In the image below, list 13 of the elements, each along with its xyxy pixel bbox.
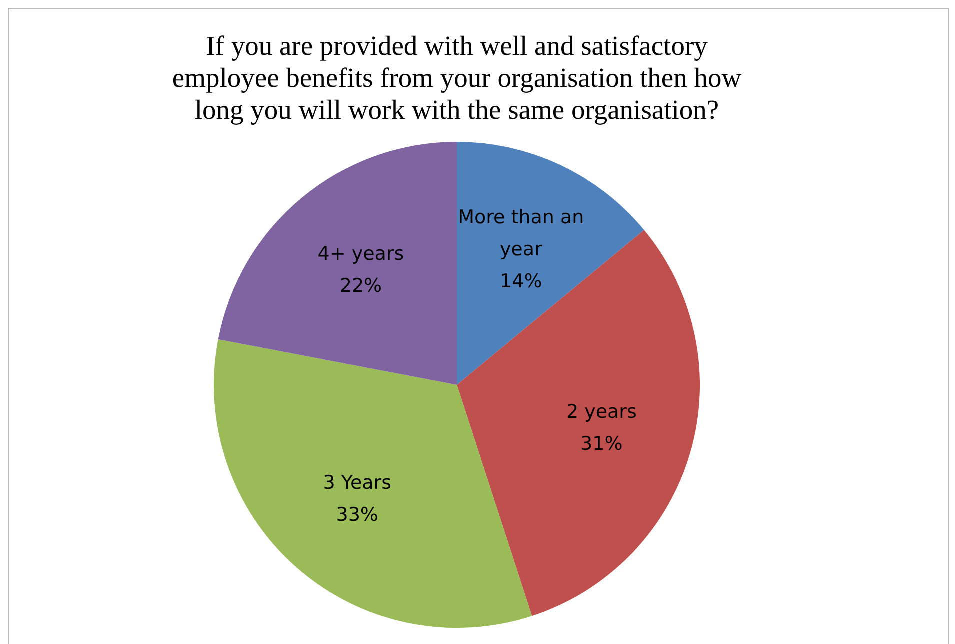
pie-slice xyxy=(218,142,457,385)
chart-title: If you are provided with well and satisfactory employee benefits from your organisation then how long you will work with the same organisation? xyxy=(172,30,742,125)
pie-slice xyxy=(457,142,644,385)
pie-slice xyxy=(457,230,700,616)
slice-label: 3 Years xyxy=(323,472,392,494)
slice-label: More than an year xyxy=(458,206,584,261)
slice-label: 2 years xyxy=(566,401,637,424)
data-label: 22% xyxy=(340,274,382,297)
data-label: 31% xyxy=(580,433,623,456)
data-label: 33% xyxy=(336,504,378,526)
pie-slice xyxy=(214,339,532,628)
slice-label: 4+ years xyxy=(318,242,404,265)
data-label: 14% xyxy=(500,270,542,293)
